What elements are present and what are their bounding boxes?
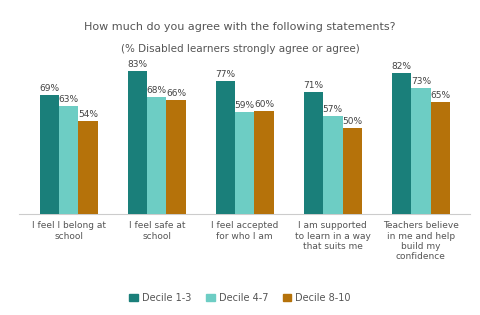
Text: 54%: 54% bbox=[78, 110, 98, 119]
Text: 69%: 69% bbox=[39, 84, 60, 93]
Bar bbox=[304, 92, 323, 214]
Legend: Decile 1-3, Decile 4-7, Decile 8-10: Decile 1-3, Decile 4-7, Decile 8-10 bbox=[125, 289, 355, 307]
Bar bbox=[254, 111, 274, 214]
Text: 82%: 82% bbox=[392, 62, 411, 71]
Bar bbox=[167, 100, 186, 214]
Text: 73%: 73% bbox=[411, 77, 431, 86]
Text: 50%: 50% bbox=[342, 117, 362, 126]
Text: (% Disabled learners strongly agree or agree): (% Disabled learners strongly agree or a… bbox=[120, 44, 360, 54]
Bar bbox=[147, 97, 167, 214]
Text: 63%: 63% bbox=[59, 94, 79, 104]
Bar bbox=[411, 88, 431, 214]
Text: 60%: 60% bbox=[254, 100, 274, 109]
Text: 77%: 77% bbox=[216, 70, 236, 79]
Text: How much do you agree with the following statements?: How much do you agree with the following… bbox=[84, 22, 396, 32]
Text: 71%: 71% bbox=[303, 81, 324, 90]
Bar bbox=[392, 73, 411, 214]
Bar bbox=[40, 95, 59, 214]
Text: 59%: 59% bbox=[235, 101, 255, 110]
Text: 68%: 68% bbox=[147, 86, 167, 95]
Bar bbox=[235, 112, 254, 214]
Text: 65%: 65% bbox=[430, 91, 450, 100]
Text: 66%: 66% bbox=[166, 89, 186, 98]
Text: 57%: 57% bbox=[323, 105, 343, 114]
Bar bbox=[216, 82, 235, 214]
Bar bbox=[343, 128, 362, 214]
Bar bbox=[431, 102, 450, 214]
Bar bbox=[59, 106, 78, 214]
Bar bbox=[323, 116, 343, 214]
Bar bbox=[128, 71, 147, 214]
Text: 83%: 83% bbox=[127, 60, 147, 69]
Bar bbox=[78, 121, 98, 214]
